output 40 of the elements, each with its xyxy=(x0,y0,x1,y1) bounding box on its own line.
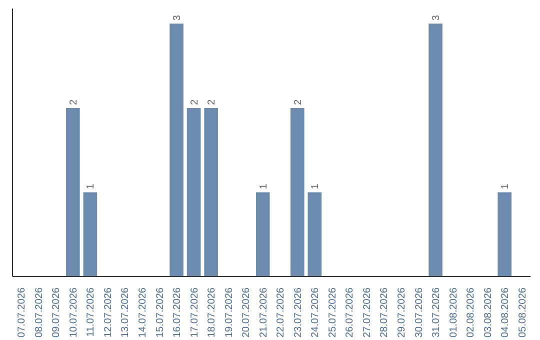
x-tick-label: 07.07.2026 xyxy=(16,287,28,338)
x-tick-label: 09.07.2026 xyxy=(51,287,62,338)
x-tick-label: 03.08.2026 xyxy=(482,287,494,338)
x-tick-label: 30.07.2026 xyxy=(414,287,425,338)
x-tick-label: 10.07.2026 xyxy=(68,287,80,338)
x-tick-label: 17.07.2026 xyxy=(189,287,200,338)
data-label: 3 xyxy=(431,14,442,21)
data-label: 2 xyxy=(68,98,80,105)
x-tick-label: 22.07.2026 xyxy=(276,287,287,338)
x-tick-label: 02.08.2026 xyxy=(466,287,477,338)
x-tick-label: 12.07.2026 xyxy=(102,287,114,338)
data-label: 3 xyxy=(172,14,184,21)
x-tick-label: 23.07.2026 xyxy=(292,287,304,338)
x-tick-label: 31.07.2026 xyxy=(431,287,442,338)
data-label: 1 xyxy=(258,183,270,190)
data-label: 2 xyxy=(189,98,200,105)
data-label: 2 xyxy=(206,98,218,105)
x-tick-label: 01.08.2026 xyxy=(448,287,460,338)
x-tick-label: 21.07.2026 xyxy=(258,287,270,338)
data-label: 1 xyxy=(310,183,322,190)
x-tick-label: 19.07.2026 xyxy=(224,287,235,338)
data-label: 1 xyxy=(500,183,512,190)
x-tick-label: 11.07.2026 xyxy=(86,287,97,337)
data-label: 1 xyxy=(86,183,97,190)
x-tick-label: 20.07.2026 xyxy=(241,287,252,338)
x-tick-label: 25.07.2026 xyxy=(327,287,338,338)
x-tick-label: 05.08.2026 xyxy=(517,287,528,338)
x-tick-label: 29.07.2026 xyxy=(396,287,408,338)
x-tick-label: 04.08.2026 xyxy=(500,287,512,338)
x-tick-label: 26.07.2026 xyxy=(344,287,356,338)
x-tick-label: 24.07.2026 xyxy=(310,287,322,338)
x-tick-label: 13.07.2026 xyxy=(120,287,132,338)
x-tick-label: 27.07.2026 xyxy=(362,287,373,338)
x-tick-label: 16.07.2026 xyxy=(172,287,184,338)
x-tick-label: 28.07.2026 xyxy=(379,287,390,338)
x-tick-label: 08.07.2026 xyxy=(34,287,45,338)
x-tick-label: 18.07.2026 xyxy=(206,287,218,338)
x-tick-label: 15.07.2026 xyxy=(154,287,166,338)
x-tick-label: 14.07.2026 xyxy=(138,287,148,338)
data-label: 2 xyxy=(292,98,304,105)
